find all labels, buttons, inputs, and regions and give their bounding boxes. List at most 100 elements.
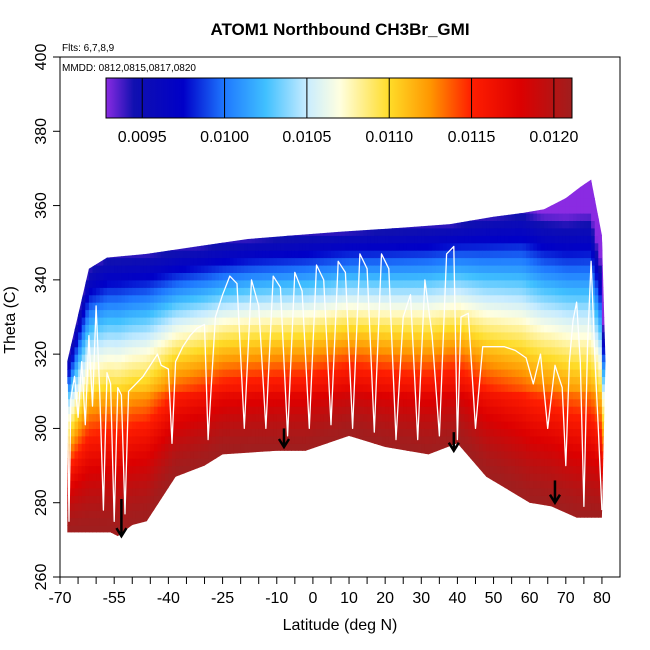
heatmap-cell [302, 517, 307, 526]
heatmap-cell [110, 242, 115, 251]
heatmap-cell [215, 354, 220, 363]
heatmap-cell [345, 465, 350, 474]
heatmap-cell [327, 227, 332, 236]
heatmap-cell [164, 480, 169, 489]
heatmap-cell [403, 510, 408, 519]
heatmap-cell [146, 220, 151, 229]
heatmap-cell [175, 480, 180, 489]
heatmap-cell [157, 532, 162, 537]
heatmap-cell [345, 279, 350, 288]
heatmap-cell [377, 517, 383, 526]
heatmap-cell [359, 257, 365, 266]
heatmap-cell [200, 406, 206, 415]
heatmap-cell [276, 242, 281, 251]
heatmap-cell [338, 324, 343, 333]
heatmap-cell [294, 495, 299, 504]
heatmap-cell [287, 190, 292, 199]
heatmap-cell [219, 428, 224, 437]
heatmap-cell [121, 502, 126, 511]
heatmap-cell [265, 272, 271, 281]
heatmap-cell [298, 250, 303, 259]
heatmap-cell [377, 369, 383, 377]
heatmap-cell [99, 242, 104, 251]
heatmap-cell [291, 265, 296, 273]
heatmap-cell [150, 213, 155, 221]
heatmap-cell [302, 487, 307, 496]
heatmap-cell [396, 346, 401, 355]
heatmap-cell [190, 250, 195, 259]
heatmap-cell [139, 428, 144, 437]
heatmap-cell [349, 458, 354, 467]
heatmap-cell [417, 473, 422, 481]
heatmap-cell [208, 242, 213, 251]
heatmap-cell [334, 473, 339, 481]
heatmap-cell [367, 369, 372, 377]
heatmap-cell [237, 339, 242, 348]
heatmap-cell [157, 510, 162, 519]
heatmap-cell [403, 220, 408, 229]
heatmap-cell [186, 443, 191, 452]
heatmap-cell [287, 443, 292, 452]
heatmap-cell [168, 331, 173, 340]
heatmap-cell [70, 435, 75, 444]
heatmap-cell [74, 421, 79, 429]
heatmap-cell [204, 487, 209, 496]
heatmap-cell [244, 339, 249, 348]
heatmap-cell [406, 183, 411, 192]
heatmap-cell [197, 480, 202, 489]
heatmap-cell [305, 517, 310, 526]
heatmap-cell [309, 287, 314, 296]
heatmap-cell [132, 428, 137, 437]
heatmap-cell [161, 354, 166, 363]
heatmap-cell [280, 458, 285, 467]
heatmap-cell [258, 480, 263, 489]
heatmap-cell [229, 309, 234, 318]
heatmap-cell [172, 220, 177, 229]
heatmap-cell [81, 525, 86, 533]
heatmap-cell [406, 435, 411, 444]
heatmap-cell [193, 383, 198, 392]
heatmap-cell [161, 179, 166, 184]
heatmap-cell [320, 495, 325, 504]
heatmap-cell [85, 532, 90, 537]
heatmap-cell [421, 183, 426, 192]
heatmap-cell [262, 331, 267, 340]
heatmap-cell [399, 265, 404, 273]
heatmap-cell [291, 190, 296, 199]
heatmap-cell [114, 406, 119, 415]
heatmap-cell [370, 421, 375, 429]
heatmap-cell [135, 435, 141, 444]
heatmap-cell [312, 272, 318, 281]
heatmap-cell [287, 428, 292, 437]
heatmap-cell [265, 302, 271, 311]
heatmap-cell [280, 235, 285, 244]
heatmap-cell [312, 458, 318, 467]
heatmap-cell [222, 242, 227, 251]
heatmap-cell [320, 339, 325, 348]
heatmap-cell [143, 302, 148, 311]
heatmap-cell [175, 376, 180, 385]
heatmap-cell [269, 198, 274, 207]
heatmap-cell [432, 346, 437, 355]
heatmap-cell [320, 406, 325, 415]
heatmap-cell [114, 198, 119, 207]
heatmap-cell [215, 272, 220, 281]
heatmap-cell [403, 183, 408, 192]
heatmap-cell [388, 339, 393, 348]
heatmap-cell [432, 227, 437, 236]
heatmap-cell [312, 443, 318, 452]
heatmap-cell [204, 198, 209, 207]
heatmap-cell [88, 480, 94, 489]
heatmap-cell [208, 525, 213, 533]
heatmap-cell [331, 421, 336, 429]
heatmap-cell [125, 250, 130, 259]
heatmap-cell [280, 473, 285, 481]
heatmap-cell [200, 227, 206, 236]
heatmap-cell [388, 369, 393, 377]
heatmap-cell [157, 265, 162, 273]
heatmap-cell [406, 495, 411, 504]
heatmap-cell [258, 465, 263, 474]
heatmap-cell [85, 450, 90, 459]
heatmap-cell [74, 473, 79, 481]
heatmap-cell [150, 458, 155, 467]
